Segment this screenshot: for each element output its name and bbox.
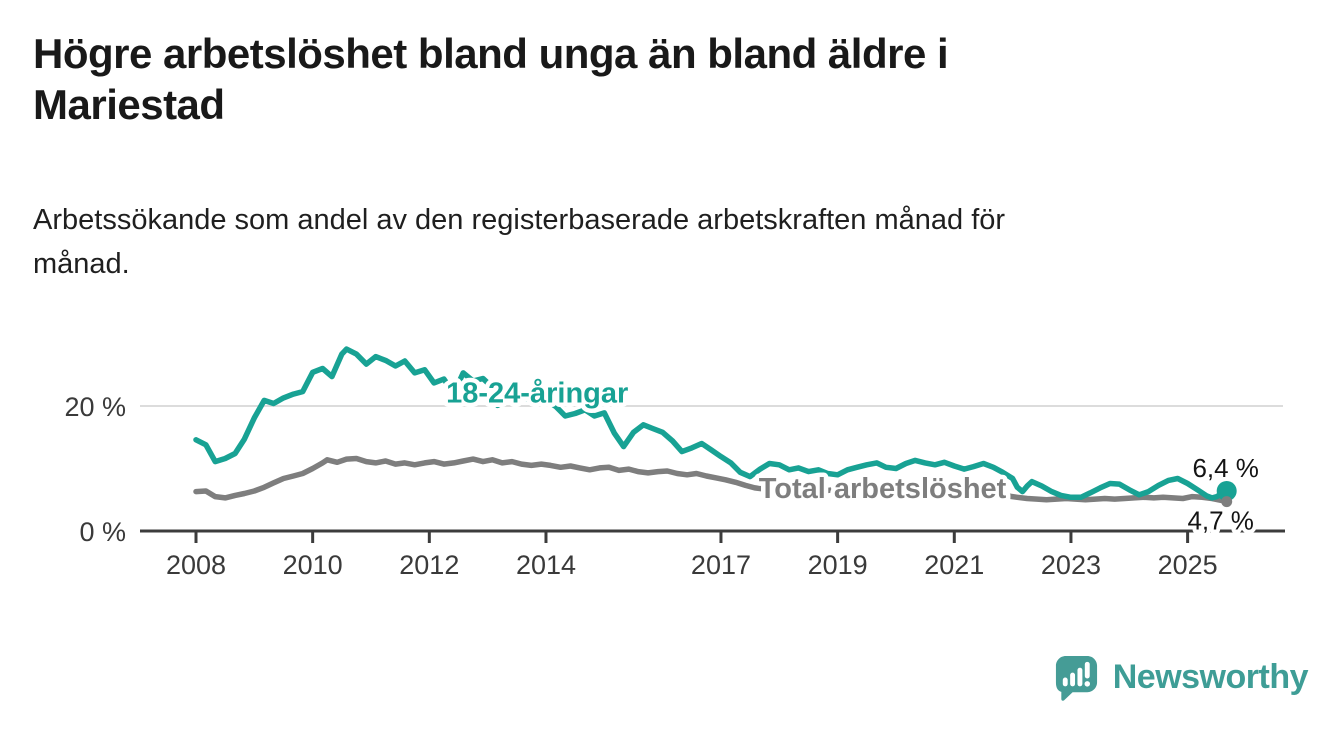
page-title: Högre arbetslöshet bland unga än bland ä… bbox=[33, 28, 1173, 130]
x-tick-label-2010: 2010 bbox=[283, 550, 343, 580]
newsworthy-logo-icon bbox=[1053, 653, 1100, 702]
x-tick-label-2017: 2017 bbox=[691, 550, 751, 580]
x-tick-label-2021: 2021 bbox=[924, 550, 984, 580]
x-tick-label-2019: 2019 bbox=[808, 550, 868, 580]
end-value-label-18-24-åringar: 6,4 % bbox=[1192, 453, 1259, 483]
chart-subtitle: Arbetssökande som andel av den registerb… bbox=[33, 198, 1233, 286]
x-tick-label-2012: 2012 bbox=[399, 550, 459, 580]
series-line-18-24-åringar bbox=[193, 346, 1230, 501]
series-line-Total arbetslöshet bbox=[193, 455, 1230, 505]
y-tick-label-0: 0 % bbox=[79, 517, 126, 547]
x-tick-label-2025: 2025 bbox=[1158, 550, 1218, 580]
speech-bubble-shape bbox=[1055, 655, 1097, 701]
logo-bar-3 bbox=[1077, 667, 1083, 686]
end-value-label-Total arbetslöshet: 4,7 % bbox=[1187, 506, 1254, 536]
x-tick-label-2023: 2023 bbox=[1041, 550, 1101, 580]
chart-subtitle-line-2: månad. bbox=[33, 248, 130, 280]
logo-exclamation-dot bbox=[1084, 680, 1090, 687]
y-tick-label-20: 20 % bbox=[64, 392, 126, 422]
x-tick-label-2008: 2008 bbox=[166, 550, 226, 580]
series-label-Total arbetslöshet: Total arbetslöshet bbox=[759, 473, 1007, 505]
page-title-line-1: Högre arbetslöshet bland unga än bland ä… bbox=[33, 30, 949, 77]
logo-exclamation-bar bbox=[1084, 661, 1090, 678]
page-title-line-2: Mariestad bbox=[33, 81, 225, 128]
newsworthy-logo[interactable]: Newsworthy bbox=[1053, 651, 1309, 703]
logo-bar-2 bbox=[1069, 672, 1075, 686]
series-end-dot-18-24-åringar bbox=[1216, 481, 1237, 501]
series-end-dot-Total arbetslöshet bbox=[1221, 496, 1233, 508]
series-label-18-24-åringar: 18-24-åringar bbox=[446, 377, 628, 409]
x-tick-label-2014: 2014 bbox=[516, 550, 576, 580]
logo-bar-1 bbox=[1062, 677, 1068, 686]
chart-subtitle-line-1: Arbetssökande som andel av den registerb… bbox=[33, 204, 1006, 236]
newsworthy-wordmark: Newsworthy bbox=[1112, 657, 1309, 696]
